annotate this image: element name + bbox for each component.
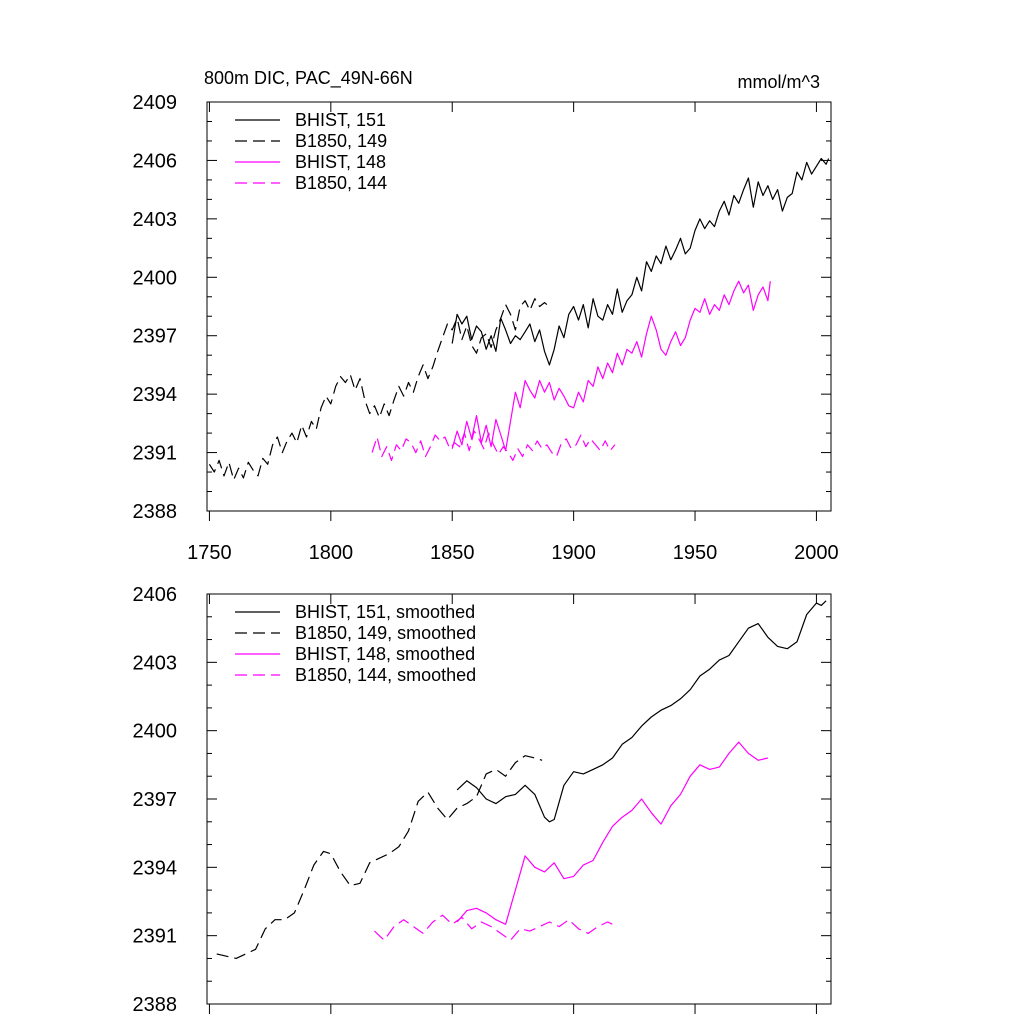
top-ytick-label-2400: 2400 (133, 267, 178, 289)
panel-top: 800m DIC, PAC_49N-66N mmol/m^3 2388 2391… (133, 68, 839, 564)
bottom-ytick-label-2400: 2400 (133, 721, 178, 743)
top-ytick-label-2406: 2406 (133, 150, 178, 172)
top-ytick-label-2409: 2409 (133, 92, 178, 114)
bottom-ytick-label-2403: 2403 (133, 652, 178, 674)
bottom-y-tick-labels: 2388 2391 2394 2397 2400 2403 2406 (133, 584, 178, 1016)
top-legend: BHIST, 151 B1850, 149 BHIST, 148 B1850, … (235, 110, 387, 193)
top-xtick-label-1950: 1950 (673, 542, 718, 564)
top-ytick-label-2397: 2397 (133, 326, 178, 348)
bottom-series-group (216, 600, 827, 960)
bottom-legend-label-1: BHIST, 151, smoothed (295, 602, 475, 622)
top-xtick-label-1900: 1900 (551, 542, 596, 564)
top-legend-label-2: B1850, 149 (295, 131, 387, 151)
top-y-tick-labels: 2388 2391 2394 2397 2400 2403 2406 2409 (133, 92, 178, 523)
bottom-series-bhist-151-smoothed (456, 600, 827, 823)
panel-top-title: 800m DIC, PAC_49N-66N (204, 68, 413, 89)
top-xtick-label-2000: 2000 (794, 542, 839, 564)
top-x-tick-labels: 1750 1800 1850 1900 1950 2000 (187, 542, 839, 564)
top-series-group (208, 157, 830, 481)
top-legend-label-3: BHIST, 148 (295, 152, 386, 172)
top-series-b1850-149 (208, 298, 548, 481)
panel-top-units: mmol/m^3 (738, 72, 820, 92)
top-series-bhist-151 (451, 157, 830, 366)
bottom-legend: BHIST, 151, smoothed B1850, 149, smoothe… (235, 602, 476, 685)
top-legend-label-4: B1850, 144 (295, 173, 387, 193)
top-plot-frame (206, 101, 832, 512)
bottom-series-bhist-148-smoothed (456, 741, 769, 925)
top-xtick-label-1750: 1750 (187, 542, 232, 564)
top-axis-ticks (207, 101, 831, 521)
bottom-ytick-label-2388: 2388 (133, 994, 178, 1016)
top-series-b1850-144 (371, 430, 616, 461)
bottom-series-b1850-144-smoothed (374, 914, 613, 941)
bottom-legend-label-2: B1850, 149, smoothed (295, 623, 476, 643)
bottom-ytick-label-2394: 2394 (133, 857, 178, 879)
bottom-plot-frame (206, 593, 832, 1005)
top-legend-label-1: BHIST, 151 (295, 110, 386, 130)
bottom-ytick-label-2397: 2397 (133, 789, 178, 811)
panel-bottom: 2388 2391 2394 2397 2400 2403 2406 BHIST… (133, 584, 832, 1016)
bottom-legend-label-4: B1850, 144, smoothed (295, 665, 476, 685)
bottom-ytick-label-2391: 2391 (133, 926, 178, 948)
bottom-axis-ticks (207, 593, 831, 1014)
top-ytick-label-2388: 2388 (133, 501, 178, 523)
top-xtick-label-1800: 1800 (309, 542, 354, 564)
top-xtick-label-1850: 1850 (430, 542, 475, 564)
top-series-bhist-148 (451, 280, 771, 452)
top-ytick-label-2391: 2391 (133, 443, 178, 465)
bottom-legend-label-3: BHIST, 148, smoothed (295, 644, 475, 664)
top-ytick-label-2394: 2394 (133, 384, 178, 406)
bottom-series-b1850-149-smoothed (216, 755, 543, 960)
bottom-ytick-label-2406: 2406 (133, 584, 178, 606)
top-ytick-label-2403: 2403 (133, 209, 178, 231)
